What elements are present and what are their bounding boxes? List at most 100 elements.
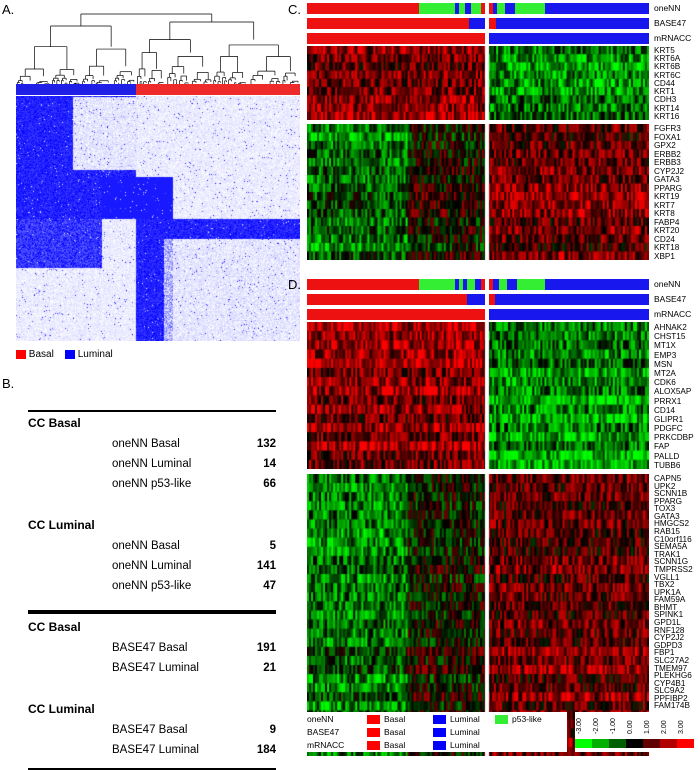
bar-label: oneNN — [654, 279, 681, 289]
panel-c-heatmap-top — [307, 46, 649, 120]
annotation-bar-mrnacc — [307, 309, 649, 320]
scale-tick: -1.00 — [610, 718, 617, 734]
scale-swatch — [575, 739, 592, 748]
legend-item-label: Basal — [384, 727, 406, 737]
panel-c-heatmap-bottom — [307, 124, 649, 260]
gene-label: KRT20 — [654, 226, 680, 235]
bar-segment — [471, 3, 481, 14]
row-label: oneNN Luminal — [112, 458, 192, 470]
legend-item-label: Luminal — [450, 714, 480, 724]
annotation-bar-onenn — [307, 279, 649, 290]
bar-gap — [485, 294, 489, 305]
gene-label: KRT8 — [654, 209, 675, 218]
dendrogram — [16, 13, 299, 84]
gene-label: TMEM97 — [654, 663, 688, 673]
scale-swatch — [660, 739, 677, 748]
gene-label: VGLL1 — [654, 572, 680, 582]
legend-swatch — [433, 715, 446, 724]
gene-label: PRRX1 — [654, 396, 682, 406]
gene-label: GATA3 — [654, 511, 680, 521]
bar-segment — [493, 3, 497, 14]
panel-d-heatmap-bottom — [307, 474, 649, 756]
table-row: oneNN Luminal 141 — [112, 560, 276, 576]
row-value: 141 — [256, 560, 276, 572]
gene-label: PPFIBP2 — [654, 693, 688, 703]
table-section-heading: CC Luminal — [28, 702, 95, 716]
legend-row-name: oneNN — [307, 714, 334, 724]
gene-label: PLEKHG6 — [654, 671, 692, 681]
bar-segment — [489, 3, 493, 14]
gene-label: TMPRSS2 — [654, 564, 693, 574]
bar-gap — [485, 279, 489, 290]
bar-segment — [489, 33, 649, 44]
table-rule — [28, 610, 276, 614]
legend-item-label: Basal — [384, 740, 406, 750]
bar-label: mRNACC — [654, 309, 692, 319]
table-row: oneNN Luminal 14 — [112, 458, 276, 474]
table-row: oneNN p53-like 47 — [112, 580, 276, 596]
scale-swatch — [609, 739, 626, 748]
row-value: 66 — [263, 478, 276, 490]
panel-d-legend: oneNN Basal Luminal p53-like BASE47 Basal Lumi… — [307, 712, 567, 752]
panel-a-legend: Basal Luminal — [16, 349, 113, 360]
scale-tick: 0.00 — [627, 720, 634, 734]
row-label: oneNN p53-like — [112, 580, 192, 592]
legend-item-label: Luminal — [450, 740, 480, 750]
row-label: BASE47 Basal — [112, 724, 188, 736]
gene-label: FABP4 — [654, 217, 680, 227]
gene-label: GPD1L — [654, 618, 681, 628]
legend-row-name: mRNACC — [307, 740, 345, 750]
table-row: BASE47 Basal 9 — [112, 724, 276, 740]
gene-label: CHST15 — [654, 332, 686, 342]
gene-label: XBP1 — [654, 251, 675, 261]
scale-swatch — [677, 739, 694, 748]
classification-table: CC Basal oneNN Basal 132 oneNN Luminal 14 one… — [28, 410, 276, 770]
color-scale: -3.00 -2.00 -1.00 0.00 1.00 2.00 3.00 — [575, 712, 700, 752]
gene-label: ALOX5AP — [654, 387, 692, 397]
scale-tick: 1.00 — [644, 720, 651, 734]
bar-label: mRNACC — [654, 33, 692, 43]
gene-label: KRT6B — [654, 62, 681, 72]
bar-segment — [517, 279, 545, 290]
bar-label: oneNN — [654, 3, 681, 13]
gene-label: UPK2 — [654, 481, 676, 491]
gene-label: MT2A — [654, 368, 676, 378]
panel-d-annotation-bars: oneNN BASE47 mRNACC — [307, 276, 700, 324]
gene-label: KRT6A — [654, 54, 681, 64]
bar-segment — [307, 309, 485, 320]
gene-label: SCNN1B — [654, 489, 688, 499]
bar-label: BASE47 — [654, 18, 687, 28]
bar-gap — [485, 33, 489, 44]
bar-segment — [496, 18, 649, 29]
panel-b-label: B. — [2, 376, 15, 391]
legend-item-label: Basal — [384, 714, 406, 724]
bar-segment — [475, 279, 481, 290]
bar-segment — [497, 3, 505, 14]
scale-swatch — [592, 739, 609, 748]
bar-segment — [307, 3, 419, 14]
bar-gap — [485, 3, 489, 14]
gene-label: GATA3 — [654, 175, 680, 184]
scale-tick: 2.00 — [661, 720, 668, 734]
legend-swatch — [433, 741, 446, 750]
bar-segment — [307, 18, 469, 29]
bar-gap — [485, 18, 489, 29]
bar-segment — [459, 3, 465, 14]
row-label: oneNN Luminal — [112, 560, 192, 572]
gene-label: GLIPR1 — [654, 414, 684, 424]
bar-segment — [507, 279, 517, 290]
gene-label: MSN — [654, 359, 673, 369]
gene-label: KRT7 — [654, 200, 675, 210]
gene-label: SPINK1 — [654, 610, 684, 620]
annotation-bar-base47 — [307, 294, 649, 305]
table-row: BASE47 Luminal 21 — [112, 662, 276, 678]
legend-row-name: BASE47 — [307, 727, 340, 737]
legend-luminal-label: Luminal — [77, 349, 113, 360]
scale-tick: -3.00 — [576, 718, 583, 734]
gene-label: FAM59A — [654, 595, 686, 605]
annotation-bar-base47 — [307, 18, 649, 29]
gene-label: PRKCDBP — [654, 433, 694, 443]
gene-label: AHNAK2 — [654, 323, 687, 332]
gene-label: PPARG — [654, 183, 683, 193]
bar-segment — [489, 309, 649, 320]
